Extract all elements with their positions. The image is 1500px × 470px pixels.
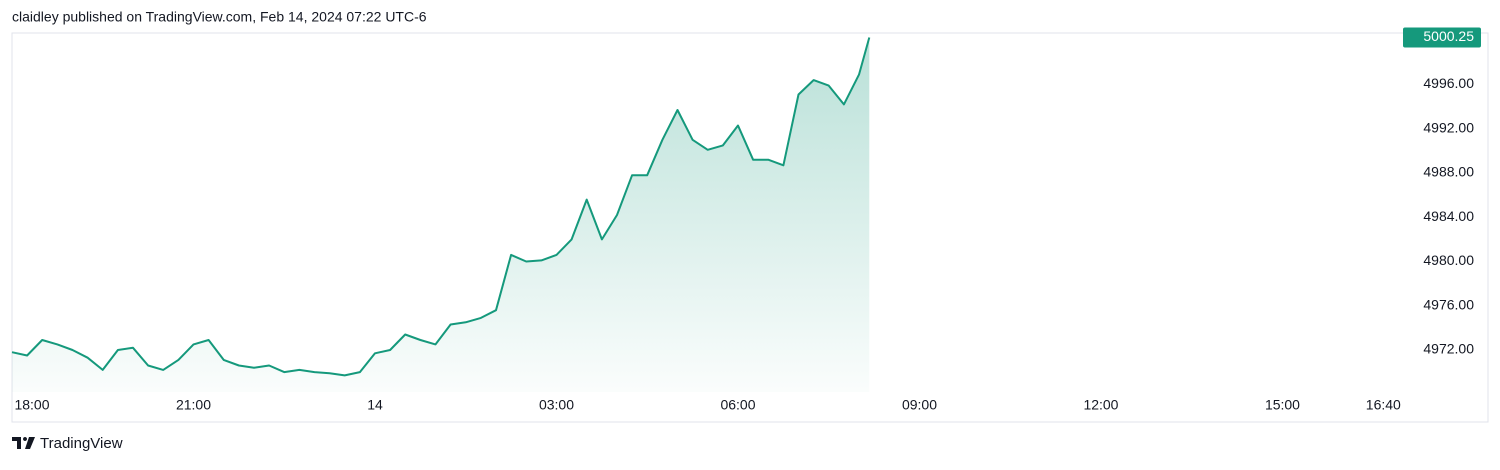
footer: TradingView (40, 435, 123, 452)
last-price-label: 5000.25 (1423, 28, 1474, 44)
chart-frame (11, 32, 1489, 423)
header: claidley published on TradingView.com, F… (12, 9, 427, 25)
y-tick-label: 4976.00 (1423, 296, 1474, 312)
x-tick-label: 18:00 (14, 397, 49, 413)
y-tick-label: 4992.00 (1423, 119, 1474, 135)
x-tick-label: 15:00 (1265, 397, 1300, 413)
y-tick-label: 4980.00 (1423, 252, 1474, 268)
y-tick-label: 4984.00 (1423, 208, 1474, 224)
x-tick-label: 06:00 (720, 397, 755, 413)
x-tick-label: 14 (367, 397, 383, 413)
x-tick-label: 03:00 (539, 397, 574, 413)
x-tick-label: 09:00 (902, 397, 937, 413)
logo: TradingView (12, 435, 123, 452)
price-line (11, 37, 871, 377)
y-tick-label: 4972.00 (1423, 341, 1474, 357)
area-fill (12, 37, 870, 392)
y-tick-label: 4988.00 (1423, 164, 1474, 180)
x-tick-label: 21:00 (176, 397, 211, 413)
last-price-box (1403, 27, 1481, 48)
x-tick-label: 12:00 (1083, 397, 1118, 413)
x-tick-label: 16:40 (1366, 397, 1401, 413)
y-tick-label: 4996.00 (1423, 75, 1474, 91)
